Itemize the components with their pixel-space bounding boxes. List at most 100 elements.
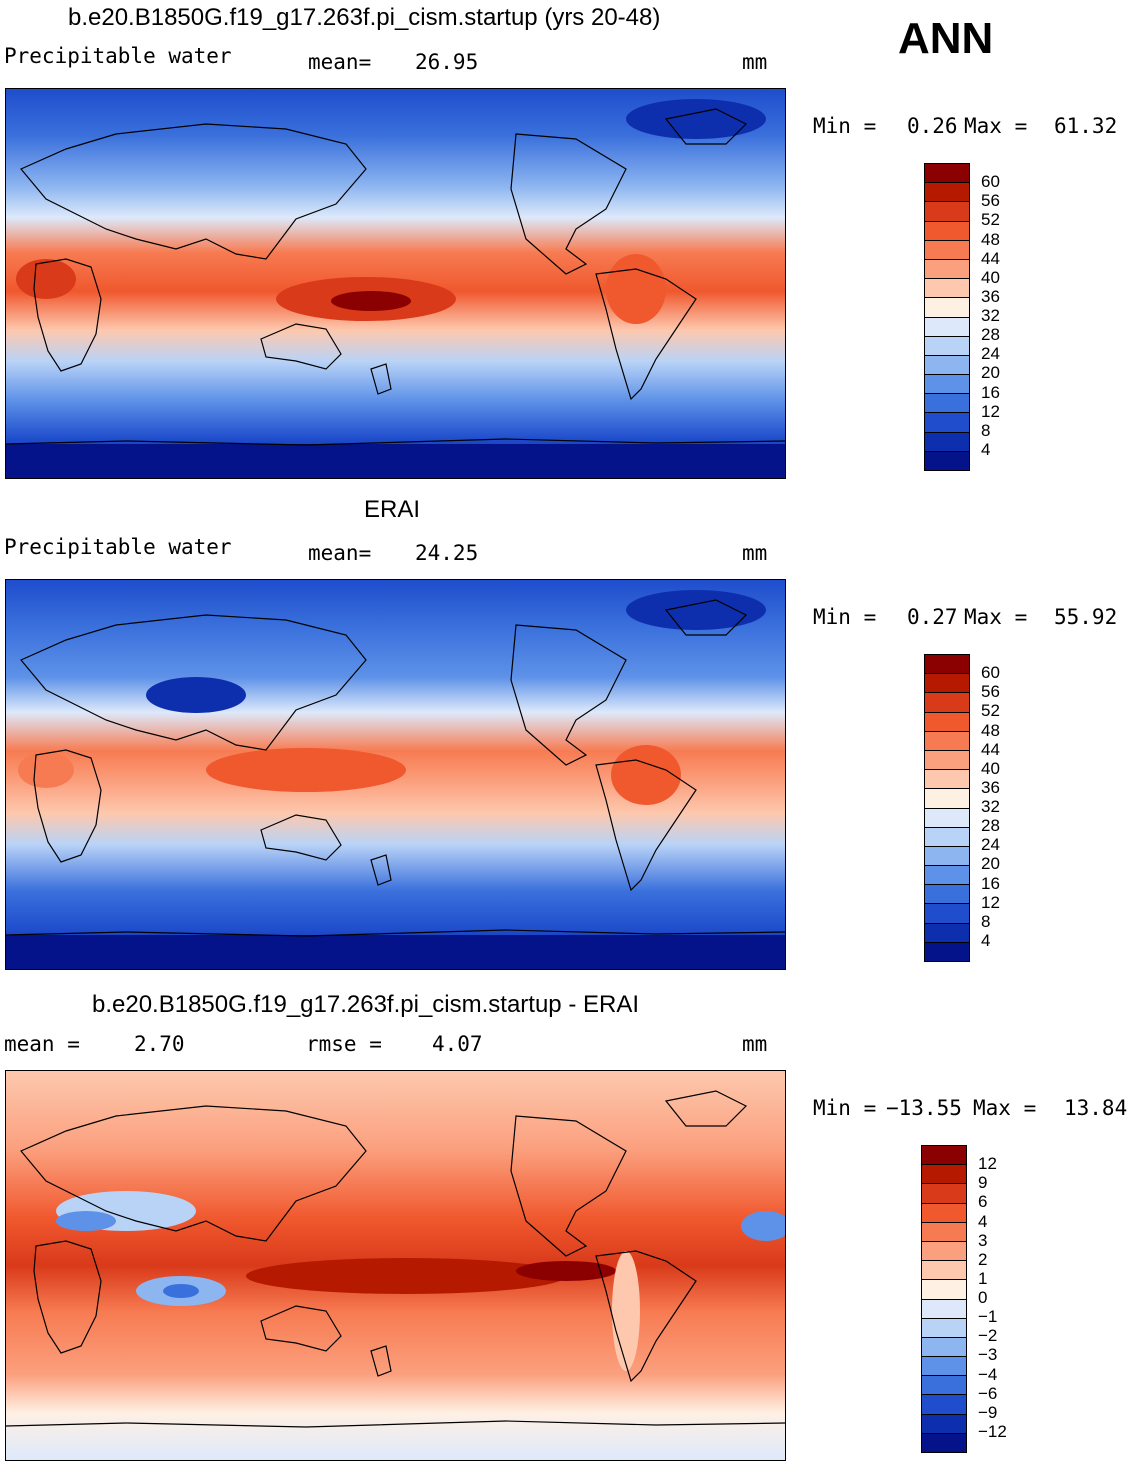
colorbar-segment: [925, 674, 969, 694]
colorbar-tick-label: 12: [978, 1154, 997, 1174]
colorbar-segment: [925, 731, 969, 751]
colorbar-tick-label: 48: [981, 229, 1000, 249]
colorbar-tick-label: −9: [978, 1402, 998, 1422]
colorbar-segment: [925, 375, 969, 395]
colorbar-tick-label: 20: [981, 363, 1000, 383]
colorbar-segment: [925, 413, 969, 433]
colorbar-segment: [925, 355, 969, 376]
colorbar-tick-label: 16: [981, 382, 1000, 402]
rmse-label: rmse =: [306, 1032, 382, 1056]
min-value: 0.27: [907, 605, 958, 629]
colorbar-segment: [922, 1203, 966, 1223]
min-label: Min =: [813, 605, 877, 629]
colorbar-tick-label: 8: [981, 420, 991, 440]
colorbar-tick-label: 36: [981, 777, 1000, 797]
colorbar-segment: [925, 770, 969, 790]
colorbar-tick-label: 56: [981, 191, 1000, 211]
colorbar-segment: [922, 1337, 966, 1358]
colorbar-tick-label: 40: [981, 267, 1000, 287]
colorbar-segment: [925, 317, 969, 337]
min-value: 0.26: [907, 114, 958, 138]
colorbar-segment: [925, 693, 969, 713]
min-label: Min =: [813, 114, 877, 138]
colorbar-tick-label: −3: [978, 1345, 998, 1365]
colorbar-segment: [922, 1184, 966, 1204]
colorbar-tick-label: 0: [978, 1288, 988, 1307]
mean-label: mean=: [308, 541, 372, 565]
colorbar-tick-label: 12: [981, 401, 1000, 421]
mean-value: 2.70: [134, 1032, 185, 1056]
colorbar-tick-label: 3: [978, 1230, 988, 1250]
colorbar-segment: [922, 1299, 966, 1319]
colorbar-segment: [925, 712, 969, 732]
panel-title: b.e20.B1850G.f19_g17.263f.pi_cism.startu…: [68, 4, 661, 31]
colorbar-tick-label: 44: [981, 739, 1000, 759]
colorbar-tick-label: −12: [978, 1421, 1007, 1441]
colorbar: [921, 1145, 967, 1453]
colorbar-segment: [925, 394, 969, 414]
colorbar-segment: [925, 885, 969, 905]
colorbar-segment: [925, 240, 969, 260]
max-value: 13.84: [1064, 1096, 1127, 1120]
season-label: ANN: [898, 14, 994, 63]
map-diff: [5, 1070, 786, 1461]
units-label: mm: [742, 1032, 768, 1056]
colorbar-tick-label: −2: [978, 1326, 998, 1346]
panel-title: b.e20.B1850G.f19_g17.263f.pi_cism.startu…: [92, 991, 639, 1018]
colorbar-tick-label: 60: [981, 172, 1000, 192]
colorbar-segment: [925, 221, 969, 241]
colorbar-tick-label: 2: [978, 1249, 988, 1269]
colorbar-tick-label: −6: [978, 1383, 998, 1403]
units-label: mm: [742, 50, 768, 74]
colorbar-segment: [922, 1241, 966, 1262]
colorbar-segment: [922, 1261, 966, 1281]
colorbar-tick-label: 44: [981, 248, 1000, 268]
colorbar-tick-label: 36: [981, 286, 1000, 306]
colorbar-segment: [922, 1222, 966, 1242]
colorbar-tick-label: 8: [981, 911, 991, 931]
variable-label: Precipitable water: [4, 535, 232, 559]
colorbar-tick-label: 56: [981, 682, 1000, 702]
min-label: Min =: [813, 1096, 877, 1120]
colorbar-segment: [925, 432, 969, 452]
colorbar-tick-label: 28: [981, 816, 1000, 836]
colorbar-tick-label: −4: [978, 1364, 998, 1384]
colorbar-segment: [925, 183, 969, 203]
colorbar-tick-label: −1: [978, 1307, 998, 1327]
max-value: 55.92: [1054, 605, 1118, 629]
colorbar-segment: [925, 904, 969, 924]
colorbar-segment: [925, 942, 969, 961]
colorbar-segment: [925, 279, 969, 299]
colorbar-tick-label: 32: [981, 306, 1000, 325]
max-label: Max =: [964, 605, 1028, 629]
mean-label: mean=: [308, 50, 372, 74]
colorbar-tick-label: 12: [981, 892, 1000, 912]
units-label: mm: [742, 541, 768, 565]
colorbar-tick-label: 4: [981, 930, 991, 950]
colorbar-segment: [925, 259, 969, 280]
mean-label: mean =: [4, 1032, 80, 1056]
colorbar-tick-label: 60: [981, 663, 1000, 683]
colorbar-segment: [925, 655, 969, 675]
colorbar-tick-label: 40: [981, 758, 1000, 778]
colorbar-segment: [925, 202, 969, 222]
colorbar-tick-label: 52: [981, 701, 1000, 721]
colorbar-tick-label: 48: [981, 720, 1000, 740]
max-value: 61.32: [1054, 114, 1118, 138]
variable-label: Precipitable water: [4, 44, 232, 68]
colorbar-segment: [922, 1376, 966, 1396]
rmse-value: 4.07: [432, 1032, 483, 1056]
colorbar-segment: [925, 750, 969, 771]
colorbar-segment: [922, 1357, 966, 1377]
colorbar-segment: [925, 298, 969, 318]
colorbar-tick-label: 24: [981, 344, 1000, 364]
colorbar-segment: [925, 866, 969, 886]
max-label: Max =: [973, 1096, 1037, 1120]
colorbar-segment: [925, 789, 969, 809]
colorbar-segment: [922, 1395, 966, 1415]
colorbar-tick-label: 4: [978, 1211, 988, 1231]
colorbar: [924, 654, 970, 962]
colorbar-segment: [922, 1318, 966, 1338]
colorbar-tick-label: 4: [981, 439, 991, 459]
max-label: Max =: [964, 114, 1028, 138]
